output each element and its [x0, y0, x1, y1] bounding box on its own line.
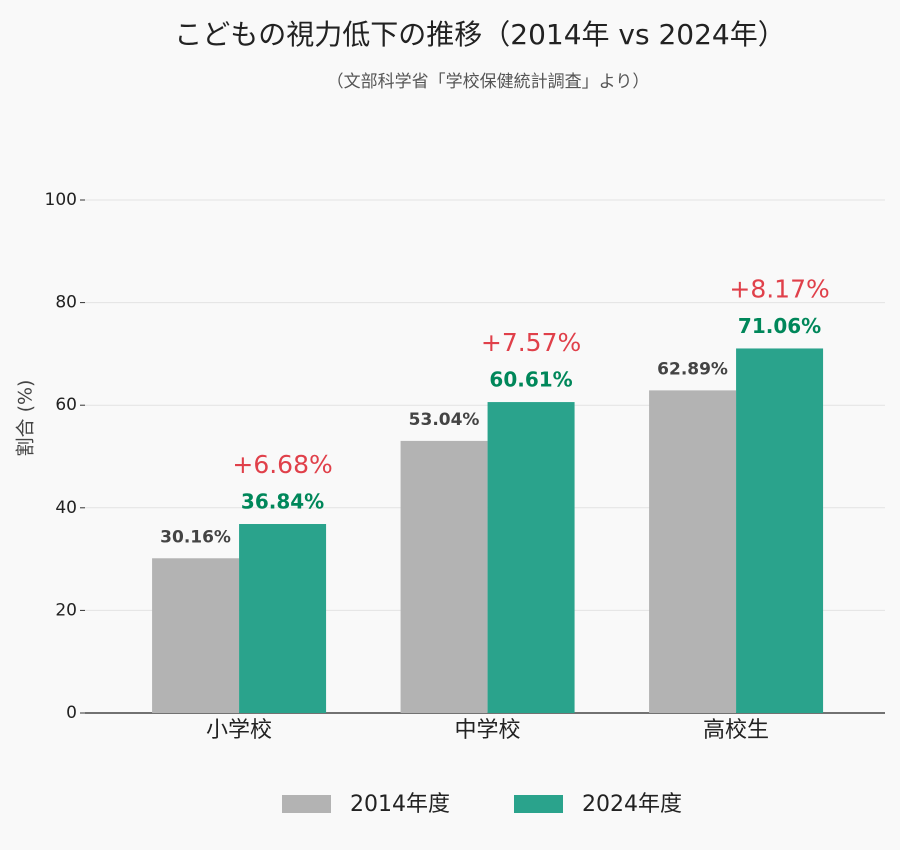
data-label: 62.89% — [657, 359, 728, 379]
x-tick-label: 中学校 — [455, 718, 521, 743]
bar — [487, 402, 575, 713]
data-label: 53.04% — [409, 410, 480, 430]
bar — [152, 558, 240, 713]
data-label: 30.16% — [160, 527, 231, 547]
data-label: 36.84% — [241, 490, 324, 514]
change-annotation: +7.57% — [481, 328, 581, 357]
legend-label: 2024年度 — [582, 792, 682, 817]
change-annotation: +6.68% — [232, 450, 332, 479]
data-label: 71.06% — [738, 314, 821, 338]
x-tick-label: 高校生 — [703, 718, 769, 743]
x-tick-label: 小学校 — [206, 718, 272, 743]
bar — [239, 524, 327, 713]
y-tick-label: 0 — [66, 703, 77, 723]
bar — [400, 440, 488, 713]
data-label: 60.61% — [489, 368, 572, 392]
y-tick-label: 100 — [45, 190, 77, 210]
bar — [736, 348, 824, 713]
chart-subtitle: （文部科学省「学校保健統計調査」より） — [327, 72, 650, 92]
legend-swatch — [514, 795, 563, 813]
change-annotation: +8.17% — [729, 274, 829, 303]
bar — [649, 390, 737, 713]
y-tick-label: 40 — [55, 498, 77, 518]
y-tick-label: 20 — [55, 600, 77, 620]
y-tick-label: 80 — [55, 293, 77, 313]
legend-label: 2014年度 — [350, 792, 450, 817]
chart-title: こどもの視力低下の推移（2014年 vs 2024年） — [174, 18, 785, 51]
y-tick-label: 60 — [55, 395, 77, 415]
y-axis-label: 割合 (%) — [15, 380, 37, 457]
legend-swatch — [282, 795, 331, 813]
